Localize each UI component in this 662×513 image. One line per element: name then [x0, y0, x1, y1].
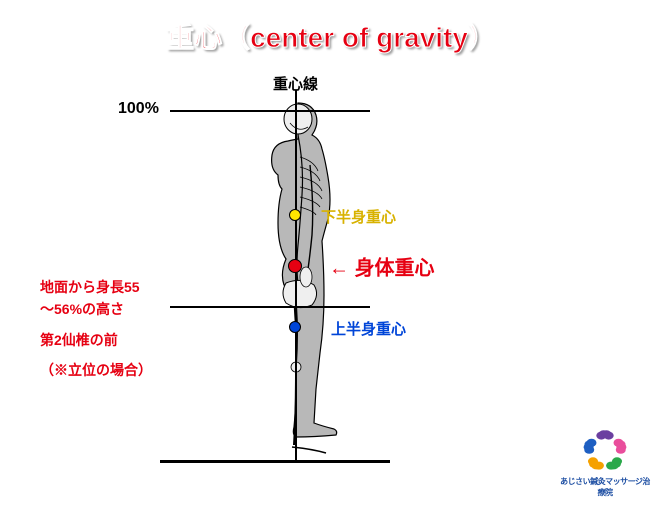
left-notes: 地面から身長55 〜56%の高さ 第2仙椎の前 （※立位の場合）	[40, 276, 152, 382]
upper-cog-label: 上半身重心	[331, 318, 406, 339]
lower-cog-label: 下半身重心	[321, 206, 396, 227]
clinic-logo: あじさい鍼灸マッサージ治療院	[560, 421, 650, 501]
clinic-name: あじさい鍼灸マッサージ治療院	[560, 476, 650, 498]
body-cog-label: ← 身体重心	[329, 251, 435, 280]
mid-line	[170, 306, 370, 308]
title-text: 重心（center of gravity）	[166, 22, 496, 53]
upper-cog-dot	[289, 321, 301, 333]
note-line-1: 地面から身長55	[40, 276, 152, 298]
gravity-line	[295, 90, 297, 460]
axis-label: 重心線	[273, 73, 318, 94]
top-line	[170, 110, 370, 112]
note-line-4: （※立位の場合）	[40, 359, 152, 381]
flower-icon	[570, 421, 640, 476]
page-title: 重心（center of gravity）	[0, 16, 662, 56]
note-line-2: 〜56%の高さ	[40, 298, 152, 320]
note-line-3: 第2仙椎の前	[40, 329, 152, 351]
body-cog-dot	[288, 259, 302, 273]
skeleton-figure	[210, 95, 370, 475]
percent-label: 100%	[118, 100, 159, 118]
body-cog-text: 身体重心	[355, 257, 435, 279]
cog-diagram	[210, 95, 370, 475]
arrow-left-icon: ←	[329, 257, 349, 279]
lower-cog-dot	[289, 209, 301, 221]
ground-line	[160, 460, 390, 463]
